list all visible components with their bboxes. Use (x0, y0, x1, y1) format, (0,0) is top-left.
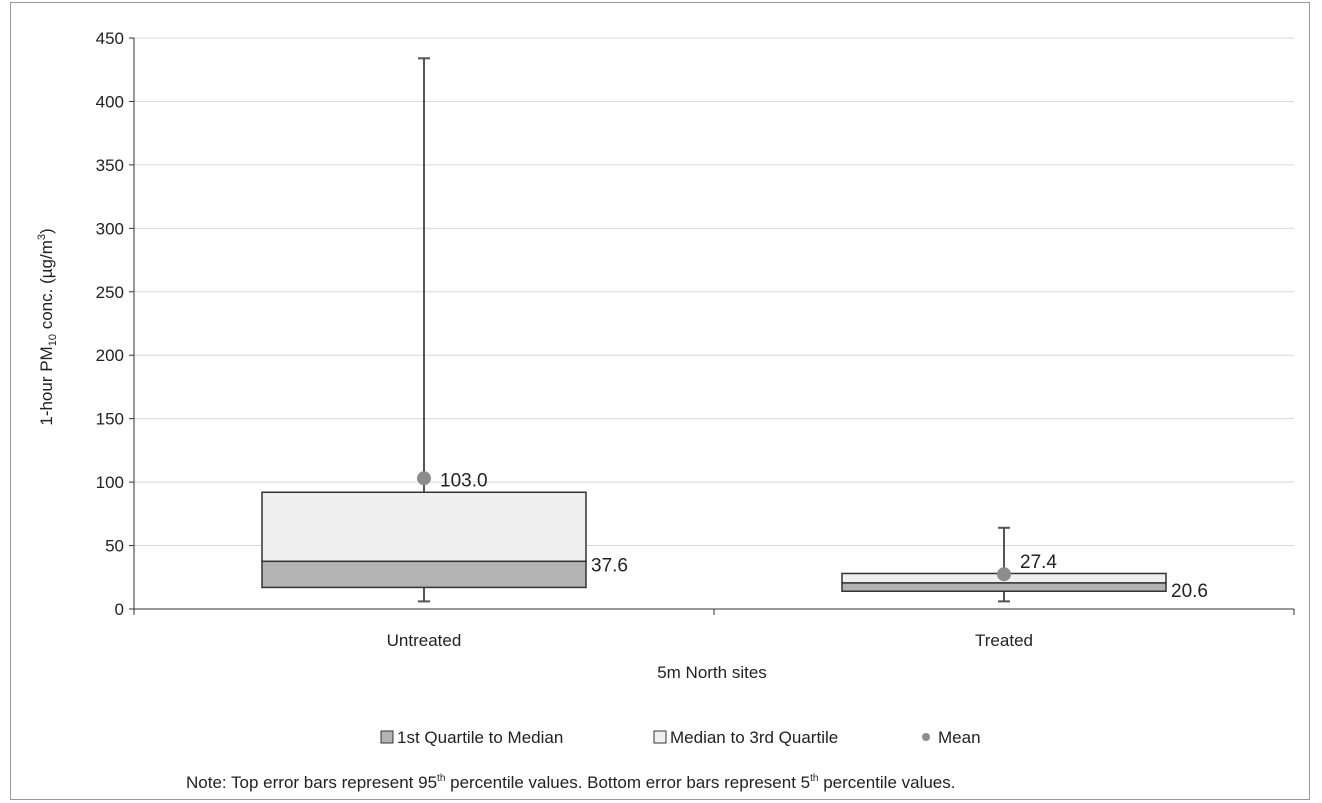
legend: 1st Quartile to Median Median to 3rd Qua… (380, 728, 981, 747)
y-tick-label: 300 (96, 219, 124, 238)
x-axis-label: 5m North sites (657, 663, 767, 682)
y-tick-label: 150 (96, 410, 124, 429)
x-tick-label-untreated: Untreated (387, 631, 462, 650)
y-tick-label: 100 (96, 473, 124, 492)
y-tick-label: 50 (105, 537, 124, 556)
legend-label-q1-median: 1st Quartile to Median (397, 728, 563, 747)
mean-marker-untreated (417, 471, 431, 486)
legend-label-median-q3: Median to 3rd Quartile (670, 728, 838, 747)
box-q1-median-treated (841, 582, 1167, 592)
data-labels: 103.0 37.6 27.4 20.6 (440, 470, 1208, 602)
median-label-treated: 20.6 (1171, 581, 1208, 602)
mean-marker-treated (997, 567, 1011, 582)
box-series (261, 57, 1167, 603)
legend-item-q1-median: 1st Quartile to Median (380, 728, 563, 747)
chart-frame (10, 2, 1310, 800)
x-tick-label-treated: Treated (975, 631, 1033, 650)
legend-item-median-q3: Median to 3rd Quartile (653, 728, 838, 747)
box-median-q3-untreated (261, 491, 587, 563)
legend-swatch-q1-median (380, 730, 394, 744)
legend-label-mean: Mean (938, 728, 981, 747)
gridlines (134, 37, 1294, 547)
y-tick-label: 0 (115, 600, 124, 619)
y-tick-label: 200 (96, 346, 124, 365)
legend-item-mean: Mean (922, 728, 981, 747)
legend-swatch-median-q3 (653, 730, 667, 744)
mean-label-treated: 27.4 (1020, 552, 1057, 573)
legend-swatch-mean (922, 733, 930, 741)
chart-note: Note: Top error bars represent 95th perc… (186, 773, 956, 792)
y-tick-label: 350 (96, 156, 124, 175)
mean-label-untreated: 103.0 (440, 470, 488, 491)
y-tick-label: 250 (96, 283, 124, 302)
y-axis-label: 1-hour PM10 conc. (µg/m3) (36, 228, 59, 425)
y-tick-label: 400 (96, 92, 124, 111)
median-label-untreated: 37.6 (591, 555, 628, 576)
box-q1-median-untreated (261, 560, 587, 589)
y-tick-label: 450 (96, 29, 124, 48)
axes: 0 50 100 150 200 250 300 350 400 450 Untreated Trea… (96, 29, 1295, 650)
